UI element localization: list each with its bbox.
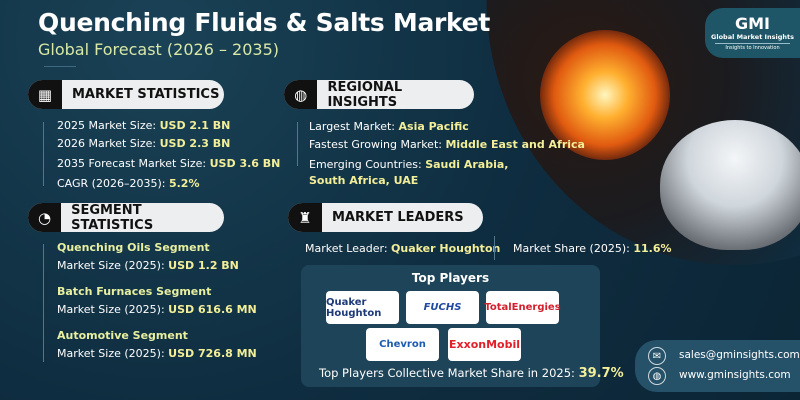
gmi-logo[interactable]: GMI Global Market Insights Insights to I… [705,8,800,58]
top-players-panel: Top Players Quaker Houghton FUCHS TotalE… [301,265,624,387]
chart-globe-icon: ▦ [28,80,62,109]
collective-share: Top Players Collective Market Share in 2… [319,366,624,381]
stat-cagr: CAGR (2026–2035): 5.2% [57,177,200,190]
trophy-chart-icon: ♜ [288,203,322,232]
fuchs-logo: FUCHS [406,291,479,324]
quaker-houghton-logo: Quaker Houghton [326,291,399,324]
section-title: MARKET LEADERS [332,210,464,225]
fastest-growing-market: Fastest Growing Market: Middle East and … [309,138,585,151]
market-leader: Market Leader: Quaker Houghton [305,242,501,255]
timeline-line [43,244,44,362]
divider [44,66,76,67]
timeline-line [43,122,44,186]
totalenergies-logo: TotalEnergies [484,291,561,324]
emerging-countries-cont: South Africa, UAE [309,174,419,187]
website-link[interactable]: www.gminsights.com [679,369,791,381]
mail-icon: ✉ [648,347,666,365]
chevron-logo: Chevron [366,328,439,361]
market-statistics-header: ▦ MARKET STATISTICS [28,80,224,109]
page-title: Quenching Fluids & Salts Market [38,8,491,37]
email-link[interactable]: sales@gminsights.com [679,349,800,361]
exxonmobil-logo: ExxonMobil [448,328,521,361]
segment-name: Batch Furnaces Segment [57,285,212,298]
section-title: SEGMENT STATISTICS [71,202,154,233]
segment-size: Market Size (2025): USD 1.2 BN [57,259,239,272]
contact-panel: ✉ sales@gminsights.com ◍ www.gminsights.… [635,340,800,392]
market-share: Market Share (2025): 11.6% [513,242,672,255]
regional-insights-header: ◍ REGIONAL INSIGHTS [284,79,474,110]
segment-size: Market Size (2025): USD 726.8 MN [57,347,257,360]
timeline-line [297,122,298,166]
segment-statistics-header: ◔ SEGMENT STATISTICS [28,202,224,233]
globe-icon: ◍ [284,80,318,109]
globe-icon: ◍ [648,367,666,385]
market-leaders-header: ♜ MARKET LEADERS [288,203,483,232]
largest-market: Largest Market: Asia Pacific [309,120,469,133]
section-title: REGIONAL INSIGHTS [327,79,403,110]
pie-chart-icon: ◔ [28,203,62,232]
logo-tagline: Insights to Innovation [715,43,790,51]
stat-2026: 2026 Market Size: USD 2.3 BN [57,137,231,150]
divider [494,236,495,260]
salt-bowl-image [660,120,800,250]
emerging-countries: Emerging Countries: Saudi Arabia, [309,158,509,171]
segment-size: Market Size (2025): USD 616.6 MN [57,303,257,316]
section-title: MARKET STATISTICS [72,87,220,102]
molten-metal-image [540,30,670,160]
logo-mark: GMI [734,14,770,33]
top-players-title: Top Players [411,271,490,285]
segment-name: Quenching Oils Segment [57,241,210,254]
stat-2035: 2035 Forecast Market Size: USD 3.6 BN [57,157,281,170]
segment-name: Automotive Segment [57,329,188,342]
logo-name: Global Market Insights [711,33,794,41]
page-subtitle: Global Forecast (2026 – 2035) [38,40,280,59]
stat-2025: 2025 Market Size: USD 2.1 BN [57,119,231,132]
